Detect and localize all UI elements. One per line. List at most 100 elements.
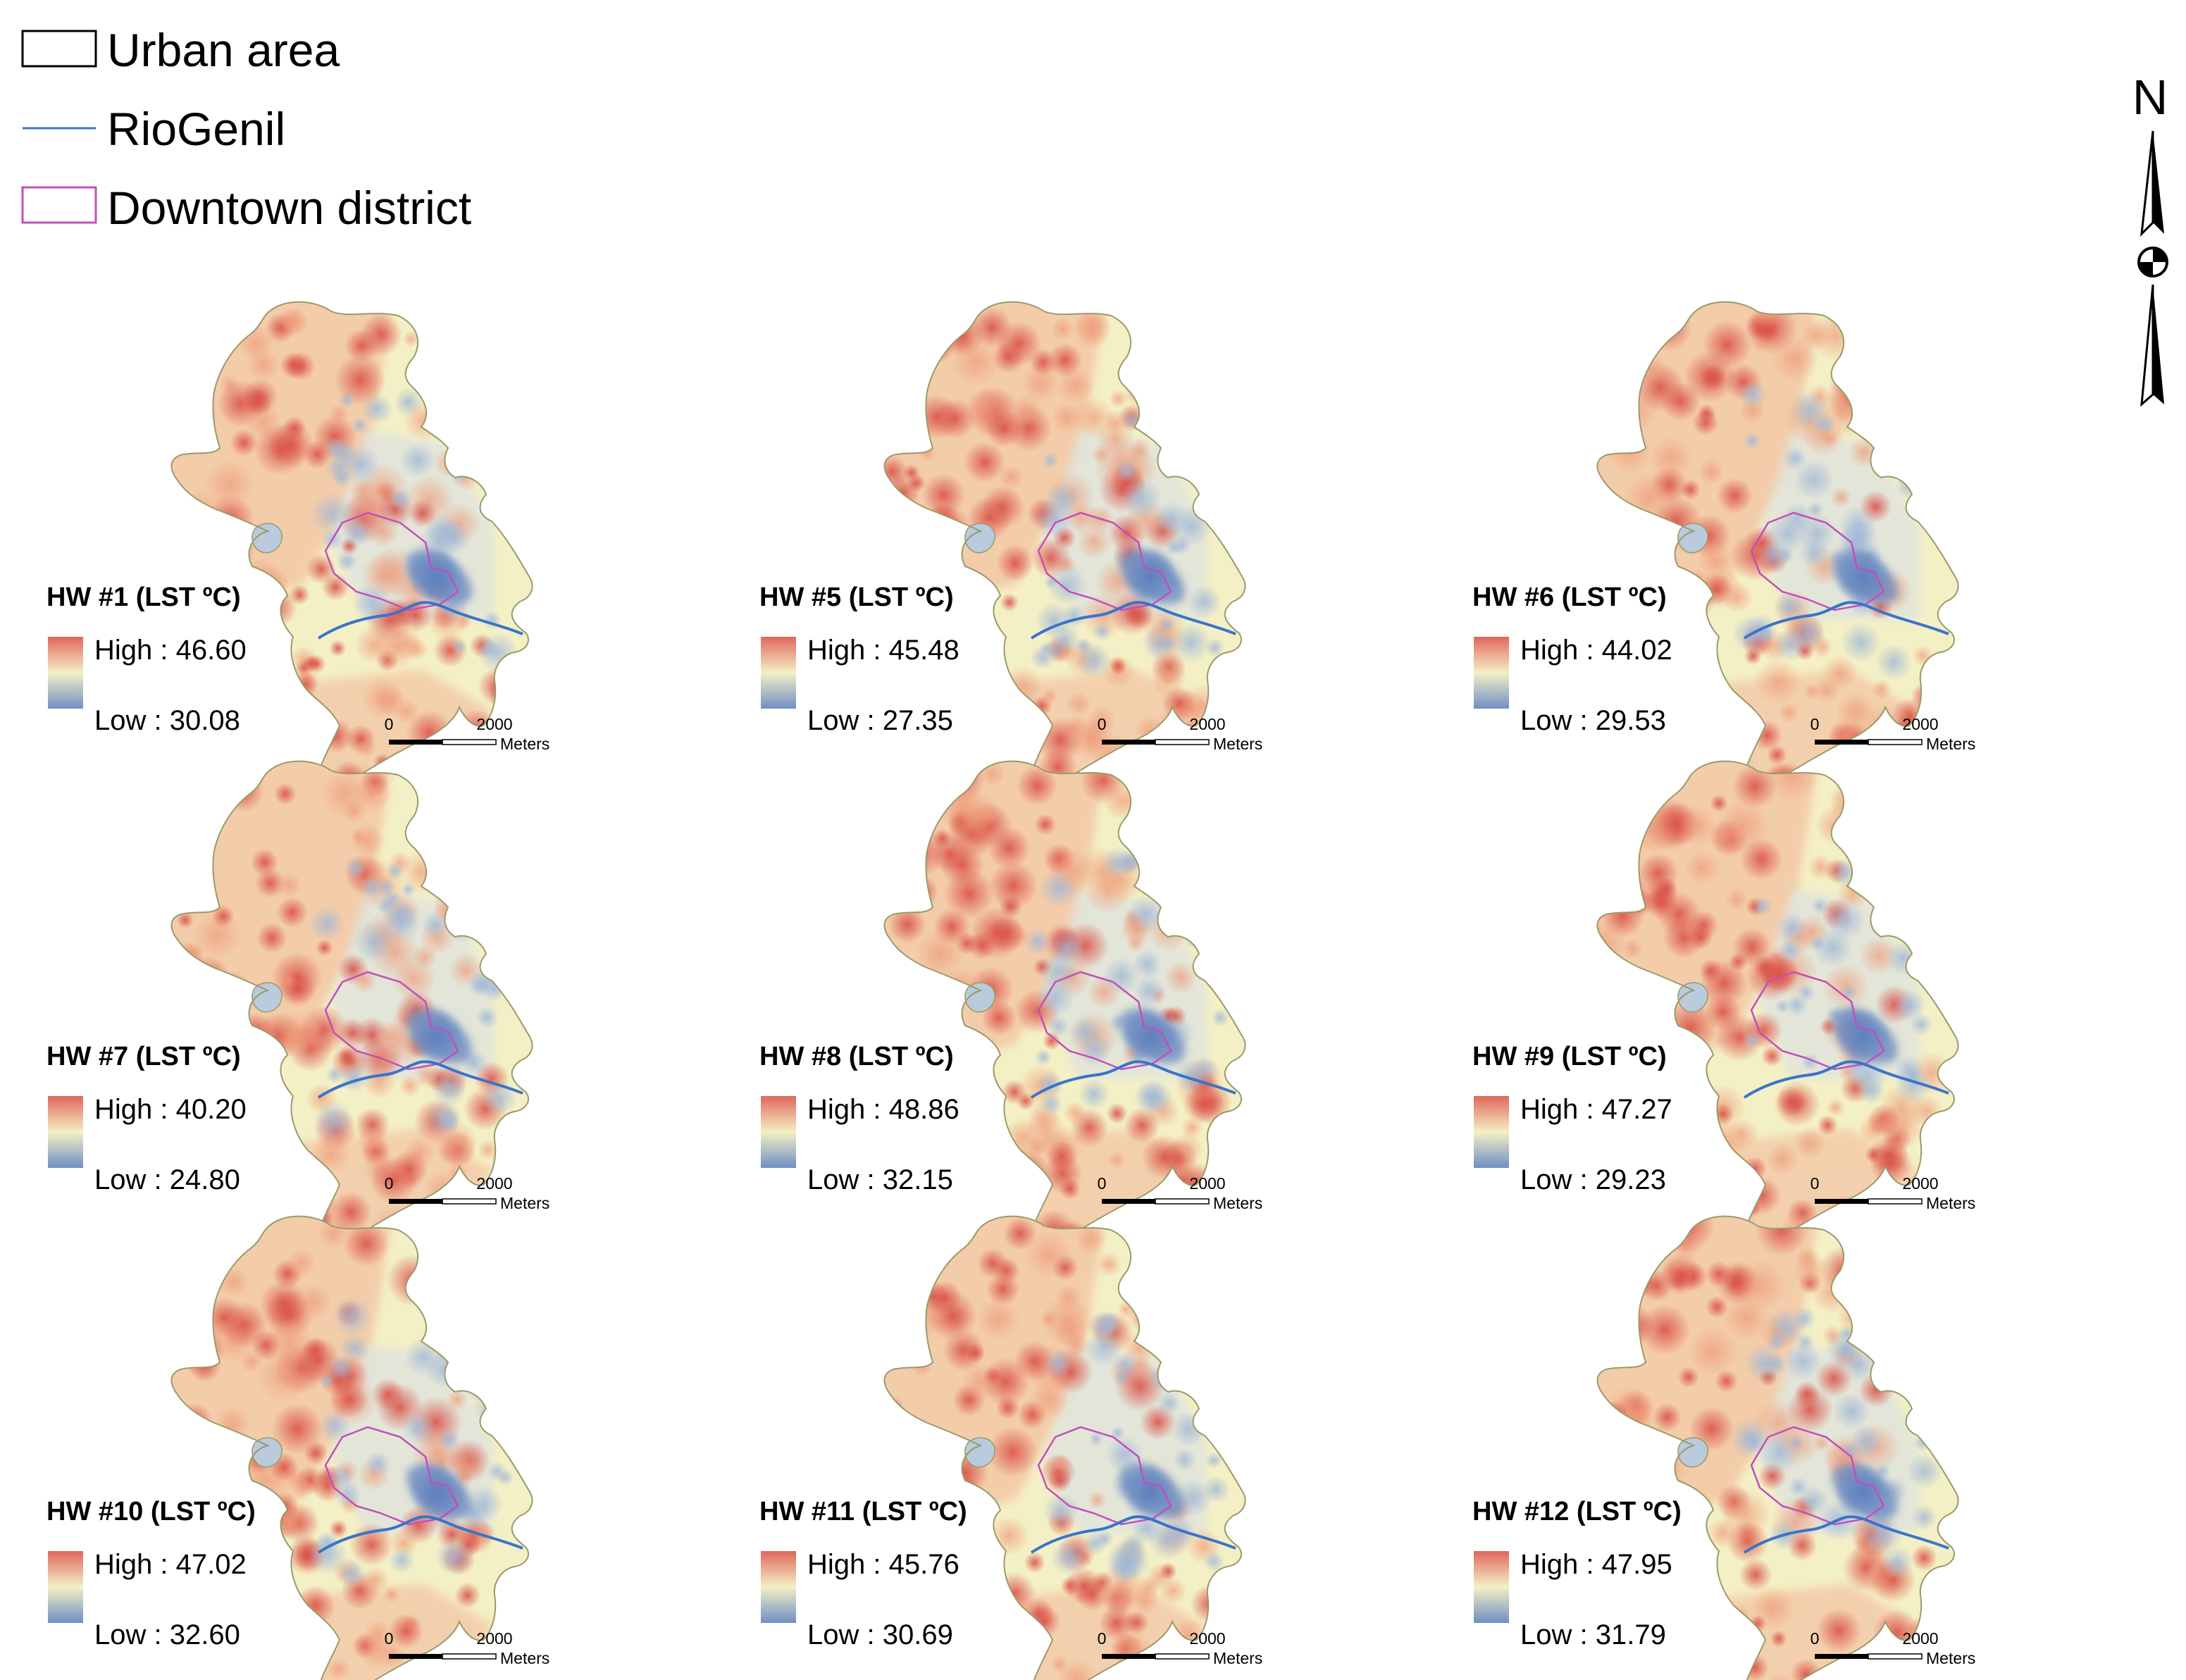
rio-genil-line [1743, 1515, 1949, 1554]
scale-bar-end: 2000 [1189, 715, 1225, 733]
lst-high-label: High : 48.86 [807, 1094, 960, 1125]
lst-low-label: Low : 29.53 [1520, 705, 1666, 736]
panel-title: HW #8 (LST ºC) [759, 1042, 954, 1071]
scale-bar-start: 0 [1811, 1174, 1820, 1193]
north-arrow-lower-tail [2140, 284, 2154, 407]
scale-bar-black-segment [1102, 740, 1155, 745]
scale-bar-start: 0 [385, 715, 394, 733]
legend-label-urban-area: Urban area [107, 24, 340, 76]
north-arrow-lower-tail-dark [2153, 285, 2164, 404]
scale-bar-end: 2000 [476, 1629, 512, 1648]
lst-low-label: Low : 24.80 [94, 1164, 240, 1195]
downtown-district-outline [1037, 1426, 1172, 1526]
scale-bar-unit: Meters [1213, 1649, 1262, 1667]
map-panel-7: HW #10 (LST ºC) High : 47.02 Low : 32.60 0 2… [46, 1215, 550, 1680]
scale-bar-start: 0 [385, 1174, 394, 1193]
scale-bar-unit: Meters [1926, 1649, 1975, 1667]
panel-title: HW #5 (LST ºC) [759, 583, 954, 612]
lst-cold-core [409, 1009, 465, 1065]
rio-genil-line [317, 1515, 523, 1554]
scale-bar-black-segment [1815, 1654, 1868, 1659]
scale-bar-unit: Meters [500, 1194, 549, 1212]
scale-bar-unit: Meters [1926, 1194, 1975, 1212]
urban-area-outline [1596, 301, 1959, 794]
rio-genil-line [1030, 1515, 1236, 1554]
panel-title: HW #9 (LST ºC) [1472, 1042, 1667, 1071]
map-panel-8: HW #11 (LST ºC) High : 45.76 Low : 30.69 0 2… [759, 1215, 1263, 1680]
scale-bar-end: 2000 [476, 1174, 512, 1193]
scale-bar-end: 2000 [1902, 1174, 1938, 1193]
scale-bar-black-segment [1815, 740, 1868, 745]
scale-bar-black-segment [389, 1199, 442, 1204]
panel-title: HW #12 (LST ºC) [1472, 1497, 1682, 1526]
lst-high-label: High : 40.20 [94, 1094, 247, 1125]
scale-bar-black-segment [1102, 1654, 1155, 1659]
lst-cold-core [409, 549, 465, 606]
lst-high-label: High : 47.02 [94, 1549, 247, 1580]
map-panel-5: HW #8 (LST ºC) High : 48.86 Low : 32.15 0 20… [759, 760, 1263, 1253]
north-arrow-hub-fill [2139, 248, 2167, 276]
lst-color-ramp [48, 1096, 83, 1168]
rio-genil-line [1743, 1060, 1949, 1099]
rio-genil-line [1030, 601, 1236, 640]
lst-cold-core [409, 1464, 465, 1520]
lst-low-label: Low : 31.79 [1520, 1619, 1666, 1650]
scale-bar-black-segment [1815, 1199, 1868, 1204]
scale-bar-unit: Meters [500, 1649, 549, 1667]
lst-high-label: High : 47.27 [1520, 1094, 1672, 1125]
scale-bar-white-segment [442, 739, 497, 745]
scale-bar-start: 0 [1098, 1174, 1107, 1193]
downtown-district-swatch [21, 186, 97, 224]
urban-area-outline [883, 301, 1246, 794]
lst-low-label: Low : 32.15 [807, 1164, 953, 1195]
panel-title: HW #10 (LST ºC) [46, 1497, 256, 1526]
legend-label-downtown-district: Downtown district [107, 182, 471, 234]
legend-item-downtown-district: Downtown district [21, 182, 471, 234]
scale-bar-unit: Meters [500, 735, 549, 753]
north-arrow: N [2132, 70, 2168, 407]
panel-title: HW #1 (LST ºC) [46, 583, 241, 612]
lst-cold-core [1834, 549, 1891, 606]
map-panel-2: HW #5 (LST ºC) High : 45.48 Low : 27.35 0 20… [759, 301, 1263, 794]
north-arrow-upper-head-dark [2153, 131, 2164, 234]
lst-high-label: High : 45.76 [807, 1549, 960, 1580]
panel-title: HW #7 (LST ºC) [46, 1042, 241, 1071]
scale-bar-black-segment [389, 1654, 442, 1659]
lst-color-ramp [1474, 637, 1509, 709]
north-arrow-upper-head [2140, 130, 2154, 237]
north-arrow-label: N [2132, 70, 2168, 125]
scale-bar-start: 0 [1811, 1629, 1820, 1648]
lst-high-label: High : 45.48 [807, 635, 960, 666]
scale-bar: 0 2000 Meters [385, 715, 550, 753]
lst-color-ramp [1474, 1096, 1509, 1168]
map-panel-9: HW #12 (LST ºC) High : 47.95 Low : 31.79 0 2… [1472, 1215, 1976, 1680]
scale-bar-white-segment [1868, 1653, 1923, 1660]
scale-bar-end: 2000 [476, 715, 512, 733]
scale-bar-end: 2000 [1902, 1629, 1938, 1648]
lst-color-ramp [48, 1551, 83, 1623]
lst-low-label: Low : 30.08 [94, 705, 240, 736]
map-panel-3: HW #6 (LST ºC) High : 44.02 Low : 29.53 0 20… [1472, 301, 1976, 794]
downtown-district-outline [1750, 1426, 1885, 1526]
lst-color-ramp [1474, 1551, 1509, 1623]
lst-raster [884, 1216, 1246, 1680]
lst-cold-core [1122, 549, 1178, 606]
scale-bar-white-segment [1868, 1198, 1923, 1205]
downtown-district-outline [324, 1426, 459, 1526]
scale-bar-black-segment [1102, 1199, 1155, 1204]
urban-area-outline [883, 1215, 1246, 1680]
scale-bar-white-segment [1155, 1653, 1210, 1660]
legend-label-rio-genil: RioGenil [107, 103, 285, 155]
lst-low-label: Low : 30.69 [807, 1619, 953, 1650]
panel-title: HW #6 (LST ºC) [1472, 583, 1667, 612]
scale-bar-end: 2000 [1902, 715, 1938, 733]
